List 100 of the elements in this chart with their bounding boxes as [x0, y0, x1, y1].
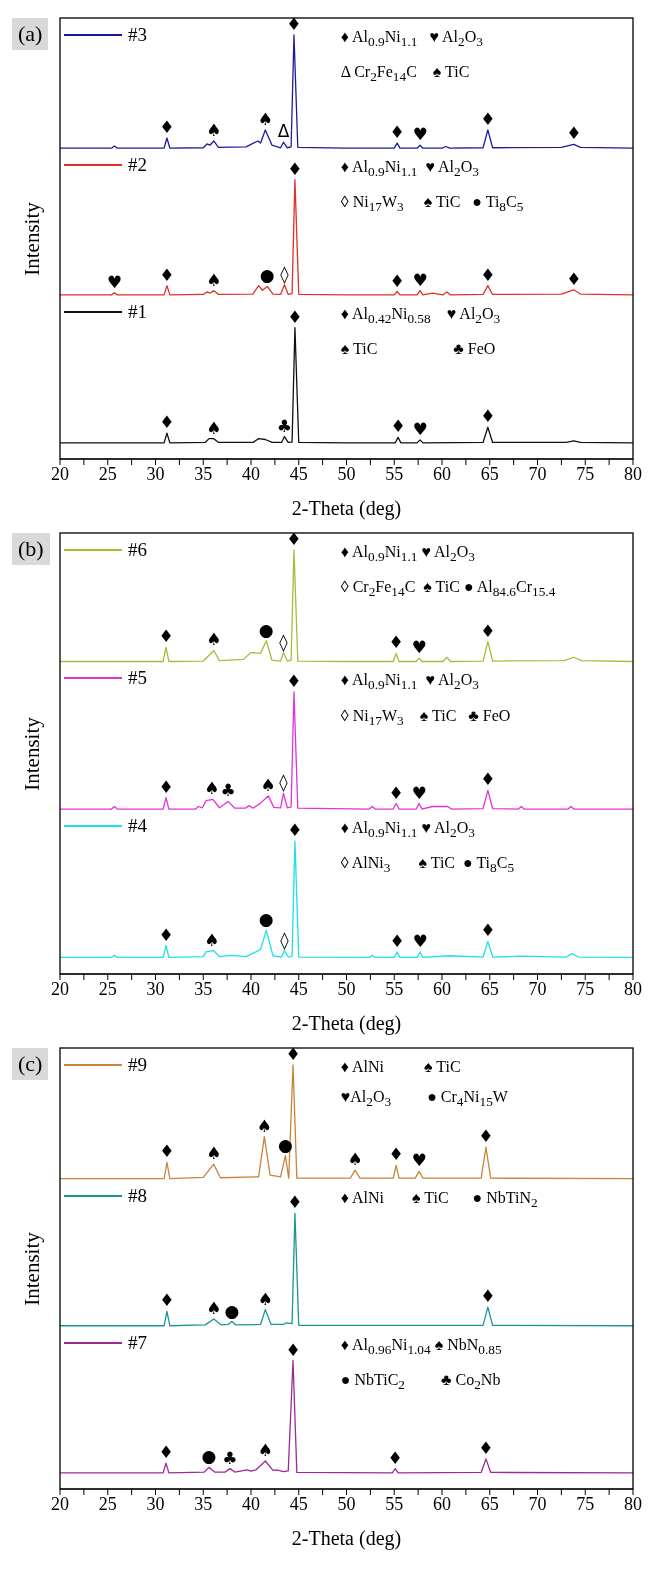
annotation: ♦	[287, 306, 303, 327]
x-tick-label: 50	[337, 978, 356, 999]
x-tick-label: 50	[337, 1493, 356, 1514]
annotation: ◊	[280, 929, 290, 950]
annotation: ♠	[347, 1149, 363, 1170]
annotation: ♠	[206, 269, 222, 290]
x-tick-label: 40	[242, 1493, 260, 1514]
annotation: ♦	[566, 268, 582, 289]
annotation: ●	[259, 265, 275, 286]
x-tick-label: 75	[576, 1493, 595, 1514]
annotation: ♦	[285, 1043, 301, 1064]
x-tick-label: 50	[337, 463, 356, 484]
x-tick-label: 30	[146, 1493, 165, 1514]
text: ♦ Al$_{0.96}$Ni$_{1.04}$ ♠ NbN$_{0.85}$ ● NbTiC$_{2}$ ♣ Co$_{2}$Nb	[340, 1335, 502, 1393]
x-tick-label: 55	[385, 463, 404, 484]
chart-title: (a)	[12, 18, 49, 50]
annotation: ♦	[287, 819, 303, 840]
annotation: ♥	[412, 124, 428, 145]
annotation: ♦	[158, 776, 174, 797]
x-tick-label: 20	[51, 1493, 69, 1514]
text: ♦ Al$_{0.9}$Ni$_{1.1}$ ♥ Al$_{2}$O$_{3}$ ◊ Ni$_{17}$W$_{3}$ ♠ TiC ♣ FeO	[340, 671, 511, 728]
x-tick-label: 65	[480, 1493, 499, 1514]
annotation: ●	[258, 619, 274, 640]
x-tick-label: 45	[289, 1493, 308, 1514]
annotation: ♦	[480, 769, 496, 790]
x-axis-title: 2-Theta (deg)	[291, 1527, 402, 1550]
x-tick-label: 25	[98, 1493, 117, 1514]
x-tick-label: 30	[146, 463, 165, 484]
text: ♦ Al$_{0.9}$Ni$_{1.1}$ ♥ Al$_{2}$O$_{3}$ ◊ AlNi$_{3}$ ♠ TiC ● Ti$_{8}$C$_{5}$	[340, 819, 515, 876]
annotation: ♦	[286, 528, 302, 549]
legend-label: #6	[128, 539, 147, 561]
text: ♦ Al$_{0.42}$Ni$_{0.58}$ ♥ Al$_{2}$O$_{3}$ ♠ TiC ♣ FeO	[340, 304, 501, 358]
chart-title: (b)	[12, 533, 50, 565]
legend-label: #4	[128, 815, 147, 838]
y-axis-title: Intensity	[19, 716, 45, 791]
annotation: ♠	[206, 1143, 222, 1164]
y-axis-title: Intensity	[19, 1231, 45, 1306]
legend-label: #7	[128, 1331, 147, 1354]
annotation: ♦	[480, 264, 496, 285]
x-tick-label: 80	[624, 1493, 642, 1514]
x-tick-label: 40	[242, 463, 260, 484]
annotation: ♦	[389, 270, 405, 291]
x-tick-label: 20	[51, 463, 69, 484]
annotation: ♦	[159, 264, 175, 285]
x-tick-label: 60	[433, 978, 451, 999]
annotation: ♦	[285, 1339, 301, 1360]
x-axis-title: 2-Theta (deg)	[291, 1012, 402, 1035]
x-tick-label: 35	[194, 1493, 213, 1514]
annotation: ♦	[389, 122, 405, 143]
annotation: ♠	[256, 1115, 272, 1136]
annotation: ♥	[106, 271, 123, 292]
text: ♦ Al$_{0.9}$Ni$_{1.1}$ ♥ Al$_{2}$O$_{3}$ ◊ Cr$_{2}$Fe$_{14}$C ♠ TiC ● Al$_{84.6}$Cr$_{15.4}$	[340, 543, 556, 600]
x-tick-label: 60	[433, 463, 451, 484]
annotation: ♠	[257, 1288, 273, 1309]
legend-label: #1	[128, 300, 147, 323]
x-tick-label: 35	[194, 978, 213, 999]
x-tick-label: 80	[624, 463, 642, 484]
annotation: ◊	[279, 772, 289, 793]
x-tick-label: 80	[624, 978, 642, 999]
legend-label: #8	[128, 1184, 147, 1207]
x-tick-label: 45	[289, 463, 308, 484]
x-tick-label: 40	[242, 978, 260, 999]
annotation: ♠	[204, 778, 220, 799]
x-tick-label: 70	[528, 1493, 547, 1514]
annotation: ●	[224, 1300, 240, 1321]
annotation: ♣	[220, 780, 236, 801]
annotation: ♦	[480, 406, 496, 427]
annotation: ♣	[222, 1447, 238, 1468]
annotation: ♦	[287, 158, 303, 179]
annotation: ♥	[411, 782, 427, 803]
annotation: ♦	[286, 671, 302, 692]
annotation: ♠	[206, 119, 222, 140]
annotation: ♥	[412, 418, 428, 439]
annotation: ♦	[478, 1126, 494, 1147]
annotation: ♦	[387, 1447, 403, 1468]
x-tick-label: 65	[480, 463, 499, 484]
x-tick-label: 30	[146, 978, 165, 999]
annotation: ♦	[159, 412, 175, 433]
annotation: ♥	[411, 1150, 427, 1171]
x-tick-label: 25	[98, 978, 117, 999]
chart-title: (c)	[12, 1048, 49, 1080]
annotation: ♦	[480, 920, 496, 941]
annotation: ◊	[280, 263, 290, 284]
x-tick-label: 55	[385, 1493, 404, 1514]
x-tick-label: 65	[480, 978, 499, 999]
legend-label: #3	[128, 24, 147, 46]
text: ♦ Al$_{0.9}$Ni$_{1.1}$ ♥ Al$_{2}$O$_{3}$ Δ Cr$_{2}$Fe$_{14}$C ♠ TiC	[340, 28, 483, 85]
x-tick-label: 45	[289, 978, 308, 999]
annotation: ♥	[412, 269, 428, 290]
annotation: ♠	[206, 1297, 222, 1318]
legend-label: #2	[128, 154, 147, 177]
x-tick-label: 60	[433, 1493, 451, 1514]
annotation: ♦	[158, 1442, 174, 1463]
annotation: ♦	[159, 1290, 175, 1311]
annotation: ♦	[286, 13, 302, 34]
x-axis-title: 2-Theta (deg)	[291, 497, 402, 520]
annotation: ●	[277, 1134, 293, 1155]
annotation: ♠	[257, 1440, 273, 1461]
x-tick-label: 35	[194, 463, 213, 484]
annotation: ♦	[389, 930, 405, 951]
